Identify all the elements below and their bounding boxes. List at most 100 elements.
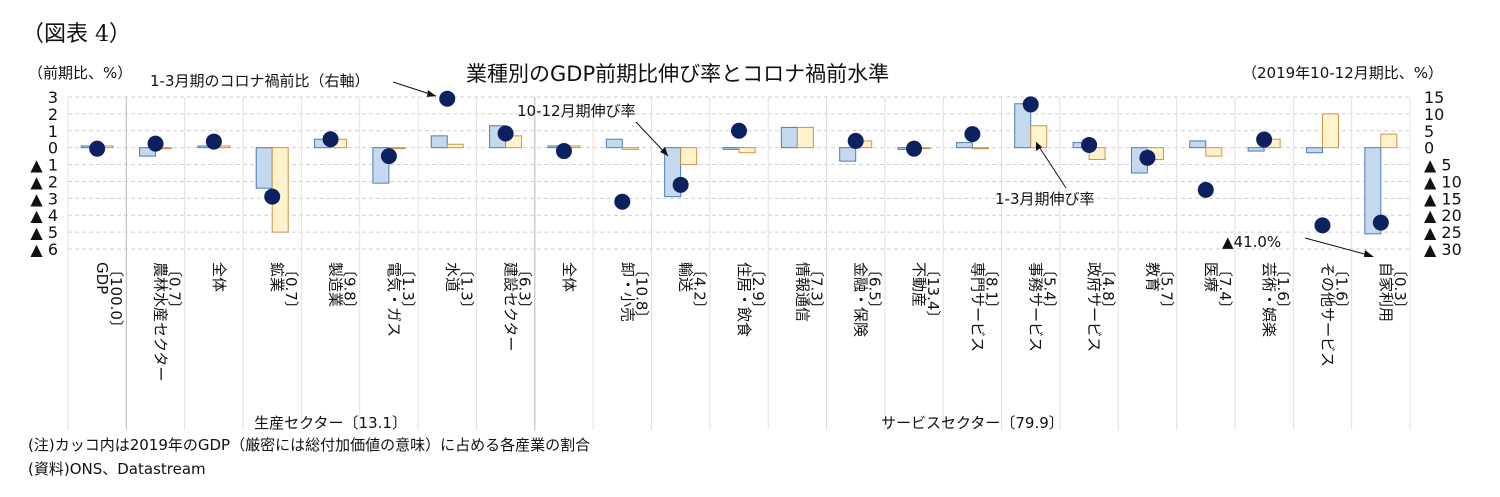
annotation-arrowhead — [427, 90, 436, 97]
category-label: 製造業〔9.8〕 — [327, 262, 359, 316]
annotation-arrowhead — [1364, 250, 1374, 257]
dot — [1256, 131, 1273, 148]
bar — [505, 135, 523, 149]
dot — [1139, 149, 1156, 166]
left-tick-label: 3 — [48, 88, 58, 107]
category-weight: 〔5.7〕 — [1157, 262, 1175, 316]
category-label: 自家利用〔0.3〕 — [1377, 262, 1409, 322]
category-weight: 〔6.5〕 — [866, 262, 884, 316]
category-label: 全体 — [560, 262, 578, 292]
category-weight: 〔8.1〕 — [982, 262, 1000, 316]
dot — [264, 188, 281, 205]
bar — [955, 142, 973, 149]
category-label: 金融・保険〔6.5〕 — [852, 262, 884, 337]
bar — [722, 147, 740, 150]
right-tick-label: 0 — [1424, 139, 1434, 158]
category-weight: 〔0.7〕 — [166, 262, 184, 316]
left-tick-label: ▲ 4 — [30, 206, 58, 225]
category-name: GDP — [93, 262, 111, 294]
right-axis-unit: （2019年10-12月期比、%） — [1242, 64, 1444, 82]
category-name: 鉱業 — [268, 262, 286, 292]
dot — [439, 90, 456, 107]
left-tick-label: ▲ 6 — [30, 240, 58, 259]
category-weight: 〔100.0〕 — [107, 262, 125, 335]
category-name: 教育 — [1143, 262, 1161, 292]
category-name: 輸送 — [677, 262, 695, 292]
annotation-arrow — [1035, 141, 1067, 189]
dot — [205, 133, 222, 150]
category-name: 水道 — [443, 262, 461, 292]
category-weight: 〔4.2〕 — [691, 262, 709, 316]
category-label: GDP〔100.0〕 — [93, 262, 125, 335]
category-weight: 〔1.6〕 — [1274, 262, 1292, 316]
bar — [1380, 133, 1398, 149]
left-tick-label: 1 — [48, 122, 58, 141]
category-label: 卸・小売〔10.8〕 — [618, 262, 650, 325]
category-label: 鉱業〔0.7〕 — [268, 262, 300, 316]
bar — [605, 138, 623, 149]
category-name: 金融・保険 — [852, 262, 870, 337]
category-label: 医療〔7.4〕 — [1202, 262, 1234, 316]
bar — [1189, 140, 1207, 149]
right-tick-label: ▲ 20 — [1424, 206, 1462, 225]
category-label: その他サービス〔1.6〕 — [1318, 262, 1350, 367]
bar — [738, 147, 756, 154]
bar — [1247, 147, 1265, 152]
bar — [1305, 147, 1323, 154]
dot — [672, 176, 689, 193]
category-name: 建設セクター — [502, 262, 520, 351]
note-footnote: (注)カッコ内は2019年のGDP（厳密には総付加価値の意味）に占める各産業の割… — [28, 436, 591, 454]
category-weight: 〔4.8〕 — [1099, 262, 1117, 316]
category-label: 水道〔1.3〕 — [443, 262, 475, 316]
right-tick-label: 10 — [1424, 105, 1444, 124]
figure-label: （図表 4） — [22, 22, 131, 47]
category-label: 輸送〔4.2〕 — [677, 262, 709, 316]
left-tick-label: 2 — [48, 105, 58, 124]
category-weight: 〔0.3〕 — [1391, 262, 1409, 316]
annotation-offscale: ▲41.0% — [1222, 233, 1281, 251]
dot — [847, 132, 864, 149]
category-name: 政府サービス — [1085, 262, 1103, 352]
right-tick-label: ▲ 30 — [1424, 240, 1462, 259]
right-tick-label: 15 — [1424, 88, 1444, 107]
category-name: 芸術・娯楽 — [1260, 262, 1278, 337]
category-name: 製造業 — [327, 262, 345, 307]
sector-label: 生産セクター〔13.1〕 — [254, 414, 407, 432]
note-source: (資料)ONS、Datastream — [28, 460, 206, 478]
bar — [1364, 147, 1382, 235]
dot — [906, 140, 923, 157]
category-weight: 〔1.3〕 — [399, 262, 417, 316]
bar — [430, 135, 448, 149]
category-name: 事務サービス — [1027, 262, 1045, 352]
left-tick-label: ▲ 1 — [30, 156, 58, 175]
dot — [731, 122, 747, 139]
right-tick-label: 5 — [1424, 122, 1434, 141]
category-label: 不動産〔13.4〕 — [910, 262, 942, 325]
bar — [839, 147, 857, 162]
bar — [621, 147, 639, 150]
right-tick-label: ▲ 25 — [1424, 223, 1462, 242]
category-label: 事務サービス〔5.4〕 — [1027, 262, 1059, 352]
category-weight: 〔7.3〕 — [807, 262, 825, 316]
category-weight: 〔13.4〕 — [924, 262, 942, 325]
category-weight: 〔10.8〕 — [632, 262, 650, 325]
category-weight: 〔1.3〕 — [457, 262, 475, 316]
dot — [322, 131, 339, 148]
category-name: 不動産 — [910, 262, 928, 307]
bar — [139, 147, 157, 157]
category-name: 専門サービス — [968, 262, 986, 352]
bar — [1088, 147, 1106, 160]
left-tick-label: ▲ 5 — [30, 223, 58, 242]
right-tick-label: ▲ 5 — [1424, 156, 1452, 175]
bar — [1321, 113, 1339, 149]
dot — [1197, 181, 1214, 198]
category-weight: 〔7.4〕 — [1216, 262, 1234, 316]
category-name: 卸・小売 — [618, 262, 636, 322]
chart-title: 業種別のGDP前期比伸び率とコロナ禍前水準 — [466, 62, 890, 86]
annotation-arrowhead — [1036, 142, 1042, 151]
right-tick-label: ▲ 10 — [1424, 172, 1462, 191]
annotation-arrowhead — [660, 147, 668, 156]
category-label: 専門サービス〔8.1〕 — [968, 262, 1000, 352]
category-name: 全体 — [560, 262, 578, 292]
